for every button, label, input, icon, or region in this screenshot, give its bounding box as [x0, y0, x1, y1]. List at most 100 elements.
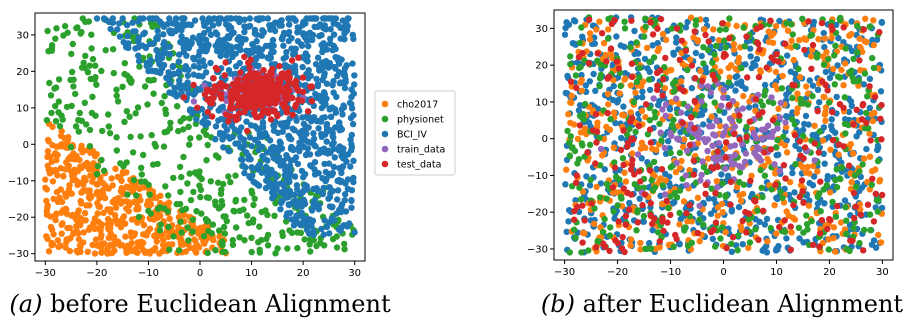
- point-test_data: [246, 104, 253, 111]
- point-BCI_IV: [322, 168, 329, 176]
- point-test_data: [725, 101, 733, 109]
- point-physionet: [586, 141, 594, 148]
- point-BCI_IV: [311, 196, 319, 204]
- point-cho2017: [823, 48, 830, 56]
- point-physionet: [175, 247, 183, 254]
- point-cho2017: [718, 200, 726, 208]
- point-test_data: [620, 185, 627, 192]
- point-cho2017: [144, 228, 151, 236]
- point-cho2017: [80, 229, 87, 236]
- point-BCI_IV: [721, 109, 728, 116]
- point-test_data: [588, 200, 595, 207]
- point-physionet: [734, 232, 742, 239]
- point-cho2017: [657, 175, 664, 182]
- point-physionet: [636, 74, 643, 81]
- point-physionet: [601, 215, 608, 223]
- point-BCI_IV: [276, 18, 284, 25]
- y-tick-label: 30: [535, 24, 548, 35]
- point-BCI_IV: [309, 36, 316, 44]
- point-cho2017: [719, 209, 726, 216]
- point-test_data: [244, 127, 251, 135]
- point-test_data: [571, 216, 578, 223]
- point-BCI_IV: [172, 27, 179, 35]
- point-cho2017: [796, 161, 804, 168]
- point-physionet: [166, 246, 173, 253]
- point-physionet: [831, 52, 838, 59]
- point-BCI_IV: [579, 33, 586, 40]
- point-cho2017: [599, 152, 606, 159]
- point-physionet: [220, 223, 228, 231]
- point-physionet: [607, 224, 614, 231]
- point-physionet: [651, 114, 659, 121]
- point-physionet: [869, 54, 876, 62]
- point-test_data: [729, 234, 737, 241]
- point-cho2017: [621, 169, 628, 176]
- point-BCI_IV: [347, 163, 354, 170]
- point-test_data: [708, 164, 715, 171]
- point-physionet: [59, 116, 66, 123]
- point-BCI_IV: [320, 24, 327, 32]
- point-BCI_IV: [752, 103, 759, 110]
- point-physionet: [599, 228, 607, 236]
- point-test_data: [818, 217, 826, 224]
- point-physionet: [791, 121, 798, 128]
- point-physionet: [736, 117, 743, 124]
- point-physionet: [829, 198, 836, 206]
- point-cho2017: [871, 109, 878, 117]
- point-physionet: [166, 125, 174, 132]
- point-BCI_IV: [334, 196, 341, 203]
- point-cho2017: [877, 239, 885, 246]
- point-physionet: [193, 208, 200, 215]
- point-test_data: [755, 111, 762, 119]
- point-test_data: [859, 102, 866, 109]
- point-BCI_IV: [286, 21, 293, 28]
- point-cho2017: [55, 243, 62, 251]
- point-physionet: [712, 243, 719, 250]
- point-BCI_IV: [666, 106, 674, 113]
- point-test_data: [816, 230, 824, 237]
- point-BCI_IV: [153, 46, 160, 54]
- point-BCI_IV: [241, 16, 248, 23]
- point-test_data: [688, 62, 696, 69]
- point-test_data: [828, 23, 835, 30]
- point-BCI_IV: [327, 35, 334, 42]
- point-BCI_IV: [309, 138, 316, 146]
- point-physionet: [670, 116, 677, 124]
- point-physionet: [148, 131, 155, 139]
- point-BCI_IV: [750, 60, 757, 67]
- point-BCI_IV: [578, 71, 585, 79]
- point-test_data: [641, 191, 649, 198]
- point-physionet: [711, 51, 718, 58]
- point-cho2017: [860, 155, 868, 162]
- point-BCI_IV: [268, 22, 276, 29]
- point-BCI_IV: [189, 110, 196, 117]
- point-test_data: [755, 236, 762, 243]
- point-cho2017: [590, 220, 598, 228]
- point-physionet: [792, 42, 799, 50]
- point-cho2017: [773, 230, 780, 237]
- point-physionet: [783, 20, 790, 27]
- point-physionet: [205, 227, 212, 235]
- point-test_data: [809, 241, 817, 249]
- point-test_data: [656, 238, 663, 245]
- point-physionet: [773, 144, 780, 151]
- point-test_data: [598, 30, 606, 37]
- point-cho2017: [68, 190, 76, 197]
- point-physionet: [341, 240, 348, 248]
- point-test_data: [252, 113, 260, 121]
- point-physionet: [80, 59, 87, 66]
- point-BCI_IV: [279, 35, 286, 43]
- point-cho2017: [811, 122, 818, 129]
- point-physionet: [581, 100, 589, 108]
- point-BCI_IV: [227, 15, 235, 22]
- point-BCI_IV: [670, 49, 677, 56]
- caption-b: (b) after Euclidean Alignment: [541, 290, 903, 318]
- point-physionet: [668, 25, 676, 32]
- point-cho2017: [786, 178, 794, 186]
- point-physionet: [854, 78, 861, 85]
- point-cho2017: [627, 109, 634, 116]
- point-test_data: [654, 25, 661, 32]
- point-physionet: [692, 17, 700, 24]
- point-physionet: [307, 248, 314, 255]
